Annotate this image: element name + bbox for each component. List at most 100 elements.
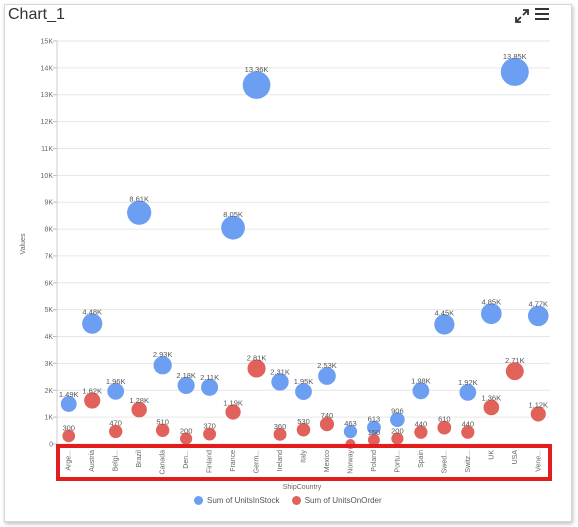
bubble-point bbox=[437, 420, 452, 435]
x-tick-label: Mexico bbox=[324, 450, 331, 472]
data-label: 1.92K bbox=[458, 378, 478, 387]
bubble-point bbox=[84, 392, 101, 409]
data-label: 4.77K bbox=[528, 300, 548, 309]
bubble-point bbox=[180, 432, 193, 445]
legend-marker bbox=[291, 496, 301, 505]
y-tick-label: 13K bbox=[41, 92, 54, 99]
x-tick-label: Finland bbox=[207, 450, 214, 473]
expand-icon[interactable] bbox=[515, 9, 529, 23]
data-label: 2.93K bbox=[153, 350, 173, 359]
x-tick-label: Vene... bbox=[535, 450, 542, 472]
x-axis-labels: Arge... Austria Belgi... Brazil Canada Den...… bbox=[66, 450, 543, 475]
bubble-point bbox=[247, 359, 266, 378]
bubble-point bbox=[177, 376, 195, 395]
x-tick-label: Canada bbox=[160, 450, 167, 475]
y-tick-label: 7K bbox=[44, 253, 53, 260]
data-label: 8.61K bbox=[129, 195, 149, 204]
x-tick-label: Norway bbox=[347, 450, 354, 474]
y-tick-label: 0 bbox=[49, 442, 53, 449]
x-tick-label: Portu... bbox=[394, 450, 401, 473]
bubble-point bbox=[242, 71, 271, 99]
data-label: 2.18K bbox=[176, 371, 196, 380]
data-label: 440 bbox=[462, 420, 475, 429]
bubble-point bbox=[319, 417, 335, 432]
hamburger-menu-icon[interactable] bbox=[535, 8, 549, 22]
chart-panel bbox=[4, 4, 572, 522]
x-tick-label: USA bbox=[512, 450, 519, 465]
data-label: 370 bbox=[203, 422, 216, 431]
y-axis-title: Values bbox=[20, 233, 27, 254]
data-label: 4.85K bbox=[482, 297, 502, 306]
data-label: 470 bbox=[109, 419, 122, 428]
bubble-point bbox=[412, 382, 430, 400]
bubble-point bbox=[225, 404, 241, 420]
data-label: 8.05K bbox=[223, 210, 243, 219]
bubble-point bbox=[500, 57, 529, 86]
legend-item-units-in-stock[interactable]: Sum of UnitsInStock bbox=[194, 496, 279, 505]
legend-label: Sum of UnitsOnOrder bbox=[304, 496, 382, 505]
data-label: 440 bbox=[415, 420, 428, 429]
x-axis-title: ShipCountry bbox=[283, 484, 322, 491]
legend-marker bbox=[194, 496, 203, 505]
bubble-point bbox=[414, 425, 428, 439]
x-tick-label: Italy bbox=[301, 450, 308, 463]
y-tick-label: 11K bbox=[41, 146, 53, 153]
data-label: 13.36K bbox=[245, 65, 269, 74]
bubble-point bbox=[82, 313, 103, 334]
data-label: 2.31K bbox=[270, 367, 290, 376]
bubble-point bbox=[459, 384, 477, 401]
bubble-point bbox=[295, 383, 312, 400]
x-tick-label: Poland bbox=[371, 450, 378, 472]
y-tick-label: 9K bbox=[44, 200, 53, 207]
bubble-point bbox=[131, 401, 147, 418]
data-label: 1.49K bbox=[59, 390, 79, 399]
data-label: 150 bbox=[368, 428, 381, 437]
x-tick-label: France bbox=[230, 450, 237, 472]
bubble-point bbox=[461, 425, 475, 439]
x-tick-label: Belgi... bbox=[113, 450, 120, 471]
bubble-point bbox=[60, 396, 77, 412]
bubble-point bbox=[62, 429, 76, 443]
bubble-point bbox=[343, 424, 358, 439]
y-tick-label: 15K bbox=[41, 39, 54, 46]
x-tick-label: UK bbox=[488, 450, 495, 460]
y-tick-label: 1K bbox=[44, 415, 53, 422]
legend-label: Sum of UnitsInStock bbox=[207, 496, 280, 505]
data-label: 200 bbox=[180, 427, 193, 436]
bubble-point bbox=[109, 424, 123, 439]
x-tick-label: Swed... bbox=[441, 450, 448, 473]
data-label: 4.48K bbox=[82, 308, 102, 317]
y-tick-label: 10K bbox=[41, 173, 54, 180]
y-tick-label: 5K bbox=[44, 307, 53, 314]
x-tick-label: Germ... bbox=[254, 450, 261, 473]
bubble-point bbox=[127, 200, 152, 225]
data-label: 530 bbox=[297, 417, 310, 426]
legend-item-units-on-order[interactable]: Sum of UnitsOnOrder bbox=[291, 496, 382, 505]
x-tick-label: Arge... bbox=[66, 450, 73, 471]
data-label: 1.28K bbox=[129, 396, 149, 405]
bubbles bbox=[60, 57, 549, 449]
bubble-point bbox=[367, 434, 380, 446]
x-tick-label: Brazil bbox=[136, 450, 143, 468]
x-axis-highlight-box bbox=[56, 444, 552, 481]
data-label: 906 bbox=[391, 406, 404, 415]
bubble-point bbox=[530, 406, 546, 422]
y-tick-label: 3K bbox=[44, 361, 53, 368]
data-label: 2.11K bbox=[200, 373, 219, 382]
y-tick-label: 8K bbox=[44, 227, 53, 234]
y-tick-label: 14K bbox=[41, 65, 54, 72]
data-labels: 1.49K 4.48K 1.96K 8.61K 2.93K 2.18K 2.11K 8.05K… bbox=[59, 52, 548, 437]
bubble-point bbox=[153, 356, 172, 375]
y-tick-label: 2K bbox=[44, 388, 53, 395]
data-label: 1.36K bbox=[482, 394, 502, 403]
bubble-point bbox=[367, 420, 381, 435]
data-label: 4.45K bbox=[435, 308, 455, 317]
y-axis-ticks: 0 1K 2K 3K 4K 5K 6K 7K 8K 9K 10K 11K 12K 13K 14K 15K bbox=[41, 39, 54, 449]
bubble-point bbox=[318, 367, 336, 385]
data-label: 613 bbox=[368, 415, 381, 424]
bubble-point bbox=[434, 314, 455, 335]
data-label: 2.53K bbox=[317, 361, 337, 370]
x-tick-label: Switz... bbox=[465, 450, 472, 473]
bubble-point bbox=[155, 423, 170, 438]
